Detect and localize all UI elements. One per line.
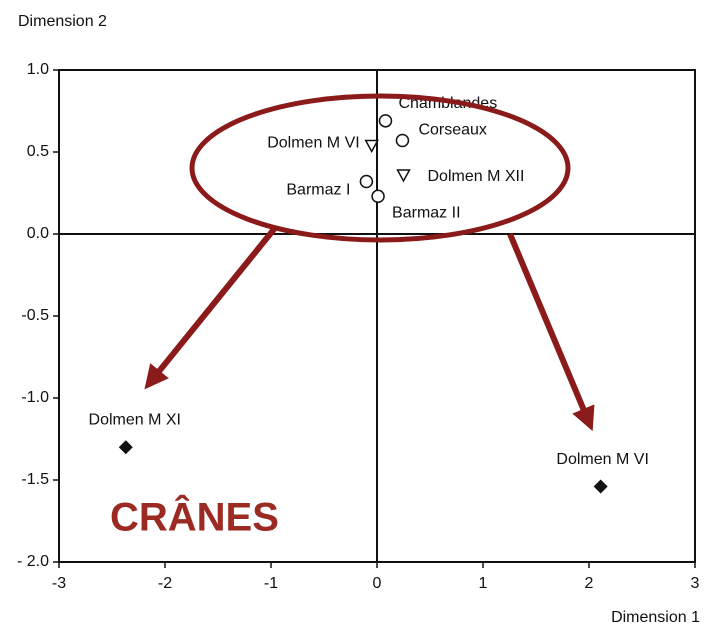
y-tick-label: 1.0 xyxy=(27,61,49,78)
y-tick-label: -0.5 xyxy=(21,307,49,324)
point xyxy=(395,133,410,148)
x-tick-label: -3 xyxy=(52,575,66,592)
point-label: Dolmen M VI xyxy=(267,135,359,152)
highlight-ellipse xyxy=(189,93,571,243)
point xyxy=(364,139,379,154)
x-tick-label: 0 xyxy=(373,575,382,592)
arrow xyxy=(144,226,278,390)
x-tick-label: -2 xyxy=(158,575,172,592)
x-tick-label: 3 xyxy=(691,575,700,592)
point xyxy=(371,189,385,204)
y-tick-label: -1.5 xyxy=(21,471,49,488)
point xyxy=(359,174,374,189)
y-tick-label: - 2.0 xyxy=(17,553,49,570)
y-tick-label: -1.0 xyxy=(21,389,49,406)
point-label: Corseaux xyxy=(418,122,486,139)
arrow xyxy=(507,232,595,432)
point-label: Dolmen M XII xyxy=(428,168,525,185)
x-tick-label: -1 xyxy=(264,575,278,592)
point-label: Barmaz I xyxy=(286,182,350,199)
point-label: Barmaz II xyxy=(392,204,460,221)
x-tick-label: 1 xyxy=(479,575,488,592)
point xyxy=(396,169,411,183)
point xyxy=(378,114,393,128)
y-axis-label: Dimension 2 xyxy=(18,13,107,30)
point-label: Dolmen M VI xyxy=(556,451,648,468)
y-tick-label: 0.5 xyxy=(27,143,49,160)
y-tick-label: 0.0 xyxy=(27,225,49,242)
point xyxy=(593,479,608,494)
x-tick-label: 2 xyxy=(585,575,594,592)
annotation: CRÂNES xyxy=(110,494,279,540)
x-axis-label: Dimension 1 xyxy=(611,609,700,626)
point-label: Dolmen M XI xyxy=(89,411,181,428)
point xyxy=(118,440,133,455)
